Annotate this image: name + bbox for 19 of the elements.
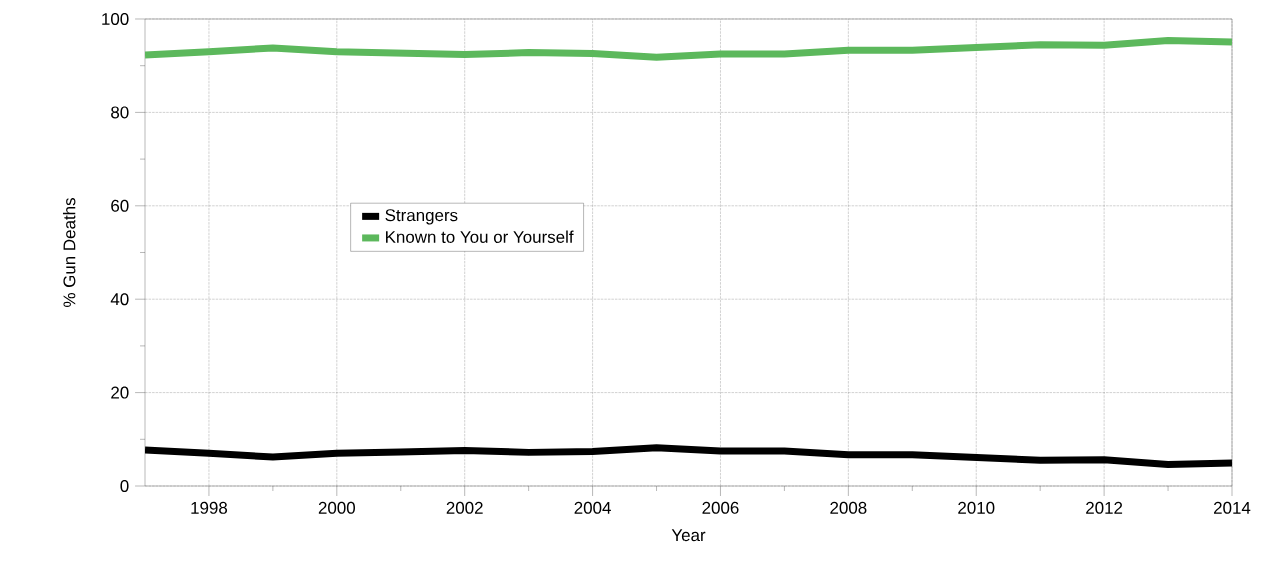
x-tick-label: 2008 xyxy=(830,501,867,514)
y-tick-label: 40 xyxy=(110,293,129,306)
x-tick-label: 2014 xyxy=(1214,501,1251,514)
x-tick-label: 2006 xyxy=(702,501,739,514)
y-tick-label: 0 xyxy=(120,480,129,492)
x-tick-label: 2002 xyxy=(446,501,483,514)
x-tick-label: 2012 xyxy=(1086,501,1123,514)
legend-label: Known to You or Yourself xyxy=(386,230,574,243)
x-tick-label: 2010 xyxy=(958,501,995,514)
y-tick-label: 20 xyxy=(111,386,129,399)
x-tick-label: 1998 xyxy=(191,501,228,514)
x-axis-title: Year xyxy=(671,529,706,542)
x-tick-label: 2004 xyxy=(574,501,611,514)
x-tick-label: 2000 xyxy=(318,501,355,514)
y-tick-label: 100 xyxy=(102,13,129,25)
y-tick-label: 80 xyxy=(111,106,129,119)
y-tick-label: 60 xyxy=(111,199,129,212)
legend-label: Strangers xyxy=(385,209,458,225)
y-axis-title: % Gun Deaths xyxy=(62,198,76,307)
